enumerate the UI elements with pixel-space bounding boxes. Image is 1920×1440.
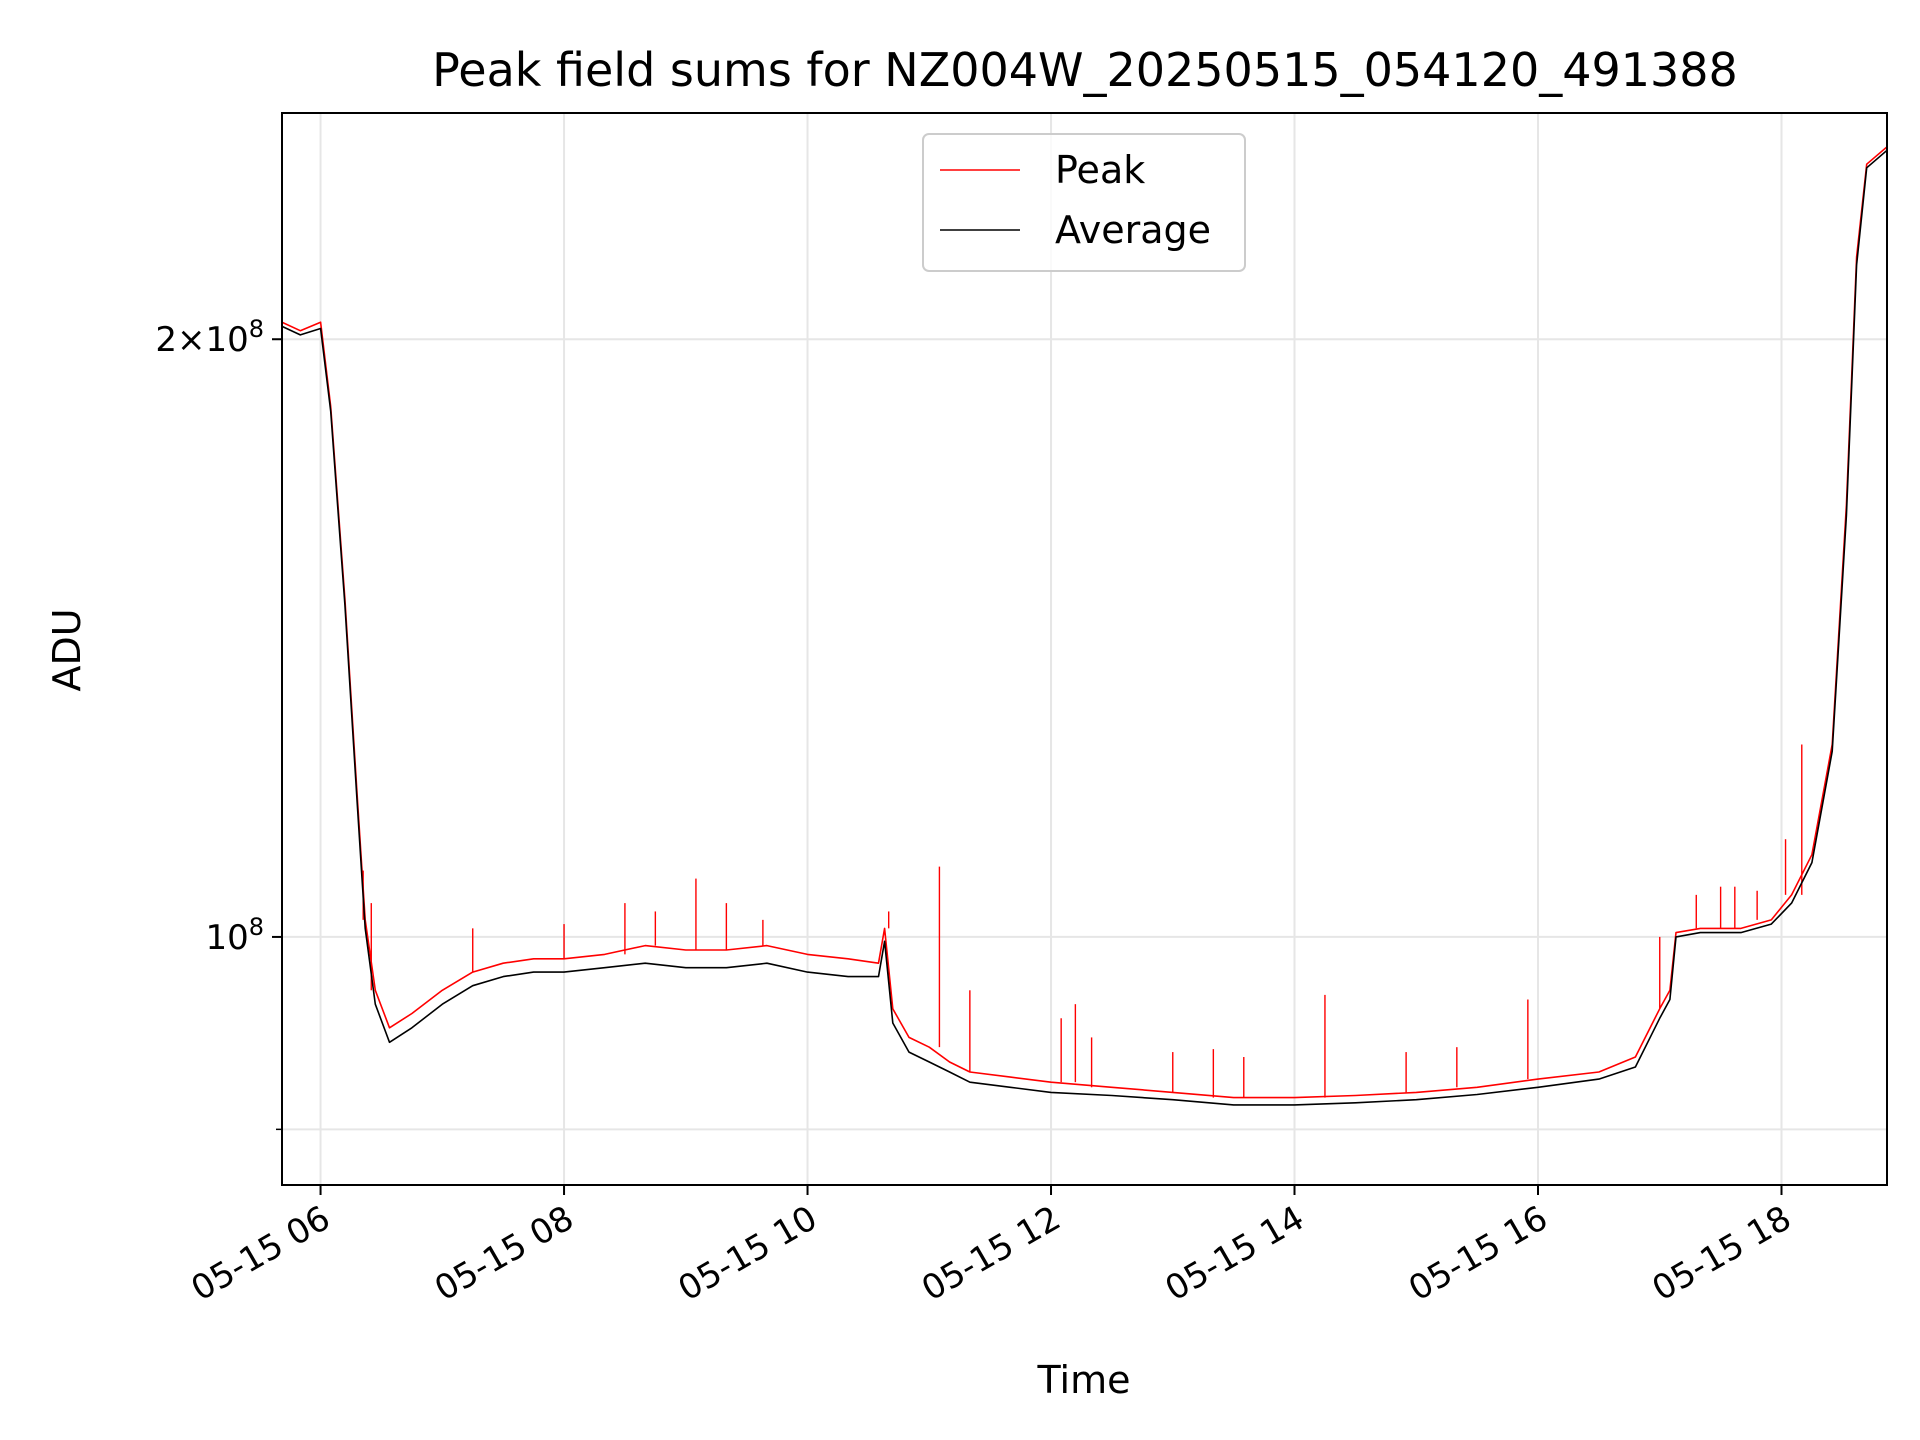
- legend-label-peak: Peak: [1055, 148, 1145, 192]
- y-axis-label: ADU: [45, 608, 89, 691]
- x-axis-label: Time: [1037, 1358, 1131, 1402]
- y-tick-label: 2×108: [155, 315, 264, 360]
- legend-label-average: Average: [1055, 208, 1211, 252]
- plot-frame: [281, 112, 1888, 1186]
- series-line-average: [282, 149, 1887, 1106]
- grid: [282, 113, 1887, 1185]
- legend: Peak Average: [922, 133, 1246, 272]
- chart-title: Peak field sums for NZ004W_20250515_0541…: [432, 43, 1738, 97]
- series-line-peak: [282, 146, 1887, 1099]
- series-layer: [282, 146, 1887, 1106]
- y-tick-label: 108: [205, 913, 264, 958]
- y-axis-ticks: 2×108 108: [155, 315, 282, 1131]
- legend-box: [922, 133, 1246, 272]
